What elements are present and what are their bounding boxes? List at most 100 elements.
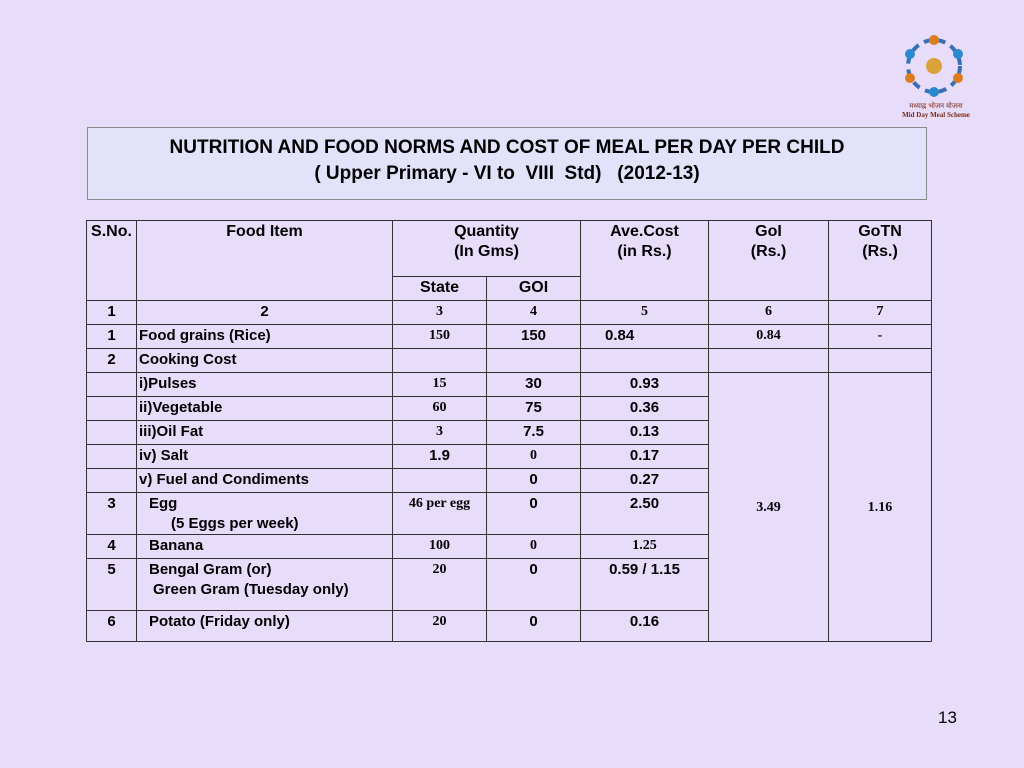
cell-text: ii)Vegetable [139,399,223,416]
cell: 0.84 [708,324,830,349]
cell: 0.93 [580,372,710,397]
cell-text: 2.50 [629,495,660,512]
cell-text: 0 [529,613,538,630]
cell [828,348,933,373]
table-row: 1 Food grains (Rice) 150 150 0.84 0.84 - [86,324,933,349]
cell: 6 [86,610,137,642]
cell: 0.59 / 1.15 [580,558,710,611]
cell-text: iii)Oil Fat [139,423,204,440]
cell-text: 6 [765,304,773,319]
page-number: 13 [938,708,957,727]
cell-text: 6 [107,613,116,630]
cell-text: 4 [107,537,116,554]
cell: 7.5 [485,420,582,445]
cell: 0 [485,534,582,559]
cell: 0 [485,492,582,535]
cell-text: 150 [520,327,547,344]
cell-text: i)Pulses [139,375,197,392]
logo-icon [905,35,963,97]
header-text: (Rs.) [750,243,787,260]
cell: 1.9 [392,444,487,469]
cell: 4 [485,300,582,325]
table-row: 6 Potato (Friday only) 20 0 0.16 [86,610,932,642]
cell-text: Green Gram (Tuesday only) [153,581,349,598]
cell: iii)Oil Fat [136,420,393,445]
cell-text: 20 [432,614,447,629]
header-cell: GoI (Rs.) [708,220,830,301]
cell: 2 [86,348,137,373]
cell: 75 [485,396,582,421]
cell-text: 1 [107,303,116,320]
cell: i)Pulses [136,372,393,397]
table-row: ii)Vegetable 60 75 0.36 [86,396,932,421]
header-text: Quantity [454,223,519,240]
cell: 20 [392,558,487,611]
cell [86,372,137,397]
header-cell: S.No. [86,220,137,301]
cell: 0 [485,444,582,469]
cell: 150 [485,324,582,349]
cell-text: 0 [529,495,538,512]
cell [708,348,830,373]
cell: Cooking Cost [136,348,393,373]
cell-text: iv) Salt [139,447,189,464]
header-cell: GOI [485,276,582,301]
cell: 30 [485,372,582,397]
cell: 0.27 [580,468,710,493]
cell: 46 per egg [392,492,487,535]
cell [86,396,137,421]
title-line: NUTRITION AND FOOD NORMS AND COST OF MEA… [169,137,845,158]
cell-text: 3 [436,424,443,439]
cell-text: 15 [432,376,447,391]
cell: 7 [828,300,933,325]
cell-text: 1.9 [429,447,450,464]
cell-text: 0 [530,448,537,463]
cell: 60 [392,396,487,421]
cell: - [828,324,933,349]
cell: Food grains (Rice) [136,324,393,349]
cell-text: 30 [525,375,542,392]
cell: 0 [485,558,582,611]
norms-table: S.No. Food Item Quantity (In Gms) Ave.Cos… [86,220,933,642]
cell-text: 0.13 [629,423,660,440]
cell [86,468,137,493]
cell: ii)Vegetable [136,396,393,421]
cell-text: 150 [429,328,450,343]
cell-text: 46 per egg [408,496,471,511]
cell-text: 7 [876,304,884,319]
cell-text: 0.84 [605,327,635,344]
cell-text: 3.49 [756,499,781,515]
cell: Egg (5 Eggs per week) [136,492,393,535]
cell: 4 [86,534,137,559]
cell [86,420,137,445]
logo-hindi: मध्याह्न भोजन योजना [909,101,963,110]
cell [485,348,582,373]
cell: iv) Salt [136,444,393,469]
cell-text: 1.25 [632,538,657,553]
cell-text: 20 [432,562,447,577]
cell-text: 0 [529,561,538,578]
cell: 3 [392,300,487,325]
cell: Banana [136,534,393,559]
cell [392,468,487,493]
cell: 6 [708,300,830,325]
cell: 0 [485,468,582,493]
cell: 5 [86,558,137,611]
cell-text: 1 [107,327,116,344]
cell-text: 5 [107,561,116,578]
cell-text: 0 [530,538,537,553]
cell-text: 0.27 [629,471,660,488]
merged-cell: 3.49 [708,372,830,642]
cell: 15 [392,372,487,397]
table-body: 1 2 3 4 5 6 7 1 Food grains (Rice) 150 150 0.84 0.84… [86,300,933,642]
cell-text: 0.59 / 1.15 [609,561,680,578]
header-text: GoI [755,223,782,240]
cell-text: 0 [529,471,538,488]
cell-text: 7.5 [523,423,544,440]
header-text: GOI [518,279,549,296]
table-row: 3 Egg (5 Eggs per week) 46 per egg 0 2.50 [86,492,932,535]
header-text: (in Rs.) [617,243,672,260]
cell: v) Fuel and Condiments [136,468,393,493]
cell: 0.17 [580,444,710,469]
